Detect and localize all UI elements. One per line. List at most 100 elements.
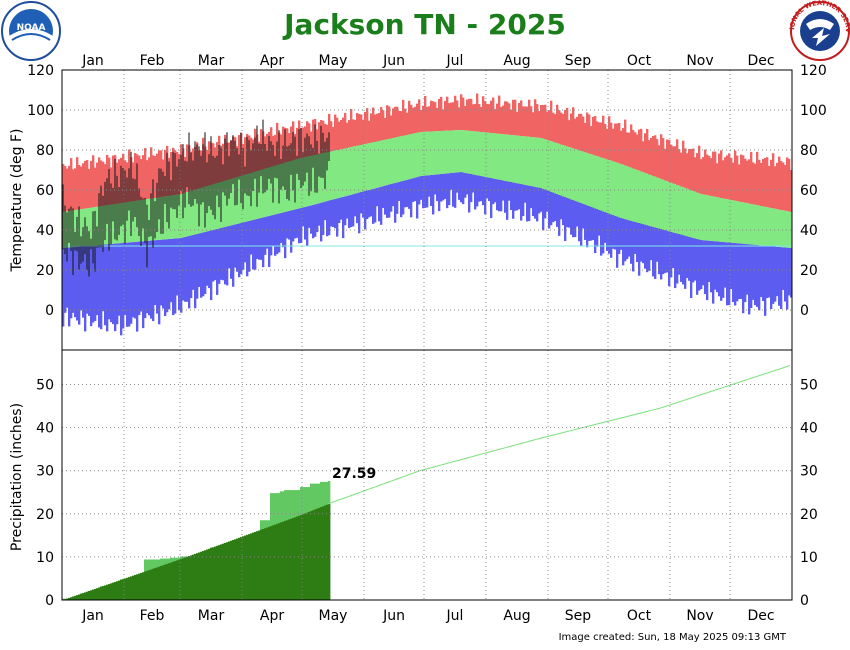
- normal-range-bar: [364, 144, 367, 191]
- normal-range-bar: [770, 208, 773, 247]
- record-high-bar: [548, 110, 551, 141]
- observed-temp-bar: [322, 132, 324, 178]
- record-low-bar: [556, 194, 559, 227]
- record-high-bar: [518, 102, 521, 136]
- record-low-bar: [594, 208, 597, 254]
- record-low-bar: [516, 183, 519, 211]
- normal-range-bar: [436, 131, 439, 175]
- record-low-bar: [746, 244, 749, 295]
- observed-temp-bar: [74, 231, 76, 251]
- record-low-bar: [608, 213, 611, 254]
- observed-temp-bar: [262, 119, 264, 194]
- record-high-bar: [474, 103, 477, 132]
- record-high-bar: [630, 124, 633, 168]
- record-high-bar: [640, 128, 643, 172]
- normal-precip-bar: [78, 594, 81, 600]
- normal-range-bar: [592, 154, 595, 208]
- normal-precip-bar: [320, 507, 323, 600]
- record-low-bar: [432, 174, 435, 215]
- normal-precip-bar: [248, 534, 251, 600]
- normal-range-bar: [554, 142, 557, 194]
- normal-precip-bar: [266, 527, 269, 600]
- normal-range-bar: [444, 130, 447, 174]
- record-low-bar: [688, 236, 691, 281]
- record-low-bar: [732, 242, 735, 303]
- record-low-bar: [548, 191, 551, 229]
- observed-temp-bar: [64, 205, 66, 255]
- record-low-bar: [378, 187, 381, 222]
- record-high-bar: [544, 104, 547, 140]
- record-low-bar: [560, 195, 563, 220]
- record-low-bar: [756, 244, 759, 307]
- normal-range-bar: [596, 156, 599, 209]
- normal-range-bar: [702, 194, 705, 241]
- normal-range-bar: [254, 171, 257, 220]
- record-high-bar: [78, 165, 81, 210]
- month-label-top: Jun: [382, 53, 405, 69]
- normal-range-bar: [648, 174, 651, 226]
- normal-precip-bar: [166, 563, 169, 600]
- record-low-bar: [372, 188, 375, 224]
- record-low-bar: [666, 230, 669, 273]
- record-low-bar: [778, 246, 781, 306]
- normal-precip-bar: [92, 589, 95, 600]
- observed-temp-bar: [232, 135, 234, 185]
- precipitation-gridlines: [62, 350, 792, 600]
- svg-text:NOAA: NOAA: [17, 23, 46, 33]
- observed-temp-bar: [194, 141, 196, 200]
- record-high-bar: [644, 133, 647, 173]
- record-low-bar: [622, 218, 625, 266]
- normal-precip-bar: [272, 525, 275, 600]
- record-low-bar: [194, 234, 197, 309]
- record-high-bar: [156, 153, 159, 198]
- observed-temp-bar: [144, 197, 146, 243]
- record-high-bar: [426, 106, 429, 132]
- normal-range-bar: [536, 137, 539, 188]
- record-high-bar: [170, 151, 173, 196]
- normal-range-bar: [552, 141, 555, 193]
- normal-precip-bar: [80, 593, 83, 600]
- observed-temp-bar: [180, 154, 182, 191]
- record-low-bar: [224, 227, 227, 285]
- normal-precip-bar: [306, 512, 309, 600]
- record-low-bar: [456, 172, 459, 193]
- observed-temp-bar: [128, 168, 130, 211]
- record-low-bar: [218, 228, 221, 284]
- record-low-bar: [626, 219, 629, 260]
- record-high-bar: [444, 100, 447, 131]
- observed-temp-bar: [166, 152, 168, 223]
- normal-range-bar: [346, 148, 349, 196]
- record-low-bar: [184, 237, 187, 302]
- normal-range-bar: [396, 137, 399, 183]
- record-high-bar: [462, 97, 465, 131]
- record-high-bar: [370, 113, 373, 143]
- observed-temp-bar: [84, 217, 86, 255]
- normal-range-bar: [248, 173, 251, 221]
- record-high-bar: [670, 144, 673, 183]
- record-low-bar: [488, 177, 491, 202]
- record-low-bar: [206, 231, 209, 286]
- observed-temp-bar: [126, 177, 128, 221]
- month-label-bottom: Sep: [565, 608, 592, 624]
- normal-precip-bar: [162, 565, 165, 600]
- normal-precip-bar: [288, 519, 291, 600]
- record-low-bar: [330, 200, 333, 227]
- record-low-bar: [768, 246, 771, 298]
- record-low-bar: [168, 239, 171, 310]
- record-low-bar: [226, 226, 229, 286]
- normal-range-bar: [756, 205, 759, 245]
- normal-range-bar: [478, 131, 481, 176]
- normal-range-bar: [448, 130, 451, 174]
- record-low-bar: [652, 226, 655, 277]
- record-low-bar: [210, 230, 213, 301]
- record-high-bar: [516, 111, 519, 136]
- observed-temp-bar: [102, 195, 104, 252]
- record-high-bar: [506, 101, 509, 135]
- normal-precip-bar: [174, 561, 177, 600]
- observed-temp-bar: [276, 141, 278, 179]
- record-low-bar: [596, 209, 599, 247]
- record-low-bar: [520, 184, 523, 221]
- record-low-bar: [352, 194, 355, 227]
- normal-precip-line: [327, 365, 791, 505]
- observed-temp-bar: [208, 154, 210, 207]
